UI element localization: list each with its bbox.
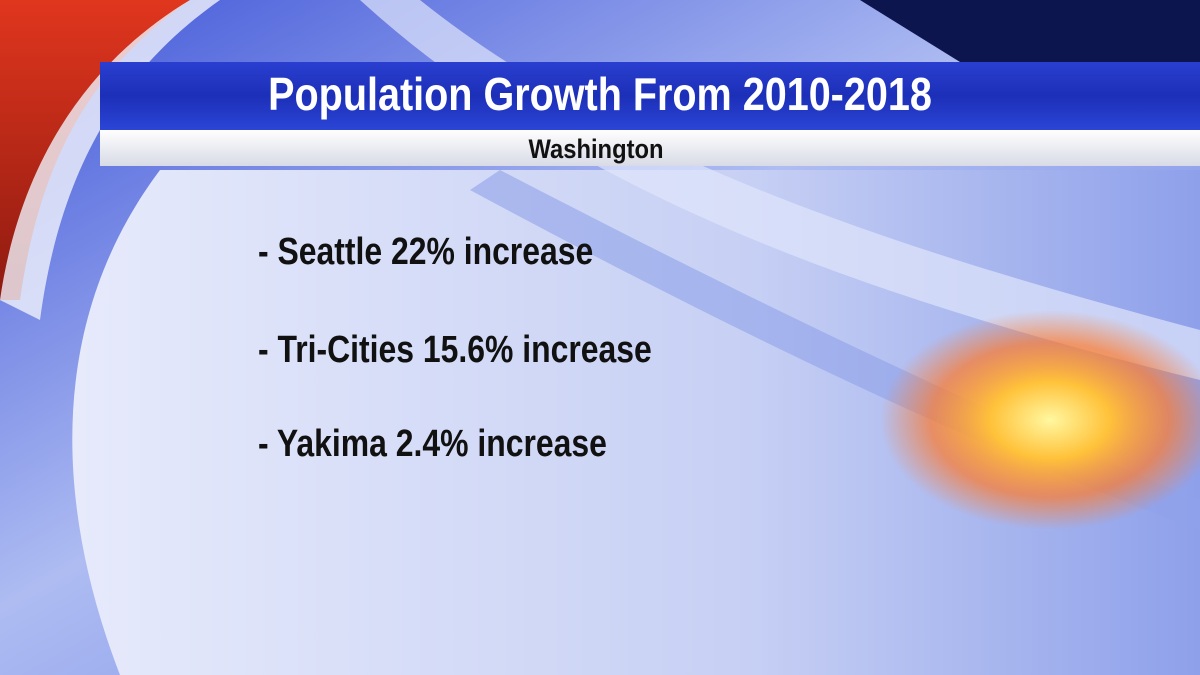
list-item: - Yakima 2.4% increase: [258, 422, 607, 464]
light-burst: [880, 310, 1200, 530]
subtitle: Washington: [528, 135, 663, 165]
swoosh-edge: [0, 0, 220, 320]
list-item: - Tri-Cities 15.6% increase: [258, 328, 652, 370]
subtitle-bar: [100, 130, 1200, 166]
title-bar: [100, 62, 1200, 130]
swoosh: [360, 0, 1200, 380]
red-swoosh: [0, 0, 190, 300]
list-item: - Seattle 22% increase: [258, 230, 593, 272]
title: Population Growth From 2010-2018: [268, 69, 932, 120]
dark-corner: [860, 0, 1200, 62]
